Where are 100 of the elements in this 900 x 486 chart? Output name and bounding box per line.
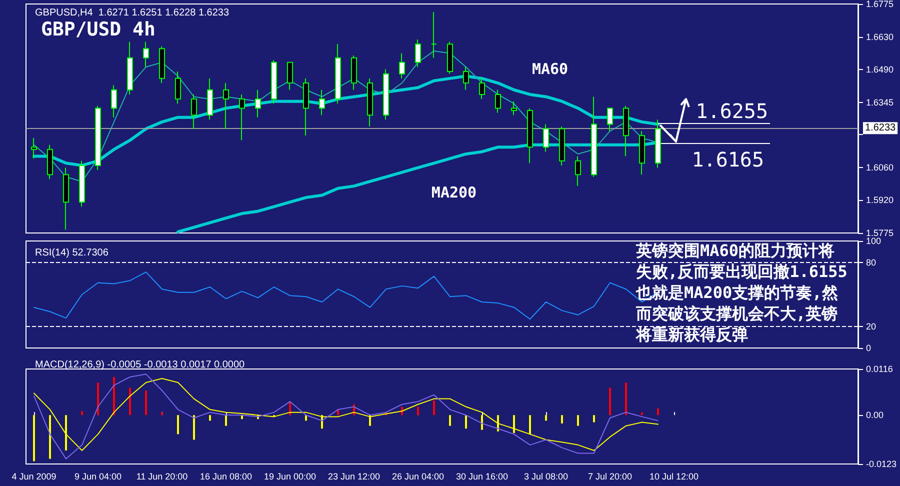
- y-tick-label: 0.00: [866, 410, 884, 420]
- candlestick: [319, 89, 325, 116]
- x-tick-label: 11 Jun 20:00: [136, 472, 188, 482]
- x-tick-label: 30 Jun 16:00: [456, 472, 508, 482]
- candlestick: [623, 105, 629, 157]
- bar: [177, 415, 179, 434]
- candlestick: [239, 94, 245, 141]
- candlestick: [127, 41, 133, 95]
- bar: [593, 415, 595, 422]
- x-tick-label: 19 Jun 00:00: [264, 472, 316, 482]
- y-tick-label: 0.0116: [866, 364, 893, 374]
- y-tick-label: 1.6630: [866, 32, 894, 42]
- candlestick: [95, 105, 101, 171]
- candlestick: [639, 130, 645, 176]
- bar: [449, 415, 451, 426]
- series-label: MA60: [532, 60, 568, 78]
- chart-title: MACD(12,26,9) -0.0005 -0.0013 0.0017 0.0000: [35, 360, 246, 370]
- x-tick-label: 16 Jun 08:00: [200, 472, 252, 482]
- bar: [481, 415, 483, 430]
- bar: [49, 415, 51, 459]
- ref-line-label: 1.6255: [696, 99, 768, 124]
- candlestick: [31, 137, 37, 160]
- bar: [209, 415, 211, 421]
- candlestick: [255, 89, 261, 118]
- y-tick-label: 1.6775: [866, 0, 894, 9]
- candlestick: [367, 78, 373, 128]
- candlestick: [223, 82, 229, 130]
- candlestick: [591, 96, 597, 178]
- bar: [193, 415, 195, 440]
- bar: [657, 408, 659, 416]
- annotation: 英镑突围MA60的阻力预计将失败,反而要出现回撤1.6155也就是MA200支撑的节奏,然而突破该支撑机会不大,英镑将重新获得反弹: [636, 240, 848, 345]
- y-tick-label: 1.5920: [866, 194, 894, 205]
- bar: [97, 382, 99, 416]
- y-tick-label: 1.6490: [866, 64, 894, 74]
- candlestick: [543, 124, 549, 152]
- bar: [465, 415, 467, 429]
- x-tick-label: 26 Jun 04:00: [392, 472, 444, 482]
- candlestick: [271, 60, 277, 104]
- candlestick: [399, 52, 405, 79]
- ref-line-label: 1.6233: [865, 122, 896, 134]
- candlestick: [207, 78, 213, 120]
- candlestick: [383, 68, 389, 120]
- candlestick: [47, 144, 53, 180]
- bar: [145, 390, 147, 416]
- bar: [433, 400, 435, 416]
- candlestick: [303, 78, 309, 136]
- candlestick: [175, 71, 181, 104]
- series-label: MA200: [431, 184, 477, 202]
- candlestick: [447, 41, 453, 74]
- bar: [577, 415, 579, 426]
- x-tick-label: 23 Jun 12:00: [328, 472, 380, 482]
- x-tick-label: 10 Jul 12:00: [649, 472, 699, 482]
- bar: [225, 415, 227, 426]
- x-tick-label: 7 Jul 20:00: [588, 472, 632, 482]
- candlestick: [607, 108, 613, 132]
- bar: [33, 415, 35, 462]
- x-tick-label: 4 Jun 2009: [12, 472, 56, 482]
- bar: [625, 382, 627, 416]
- bar: [513, 415, 515, 433]
- candlestick: [335, 44, 341, 104]
- candlestick: [351, 55, 357, 90]
- candlestick: [527, 108, 533, 164]
- candlestick: [495, 89, 501, 114]
- bar: [545, 415, 547, 421]
- candlestick: [511, 100, 517, 116]
- bar: [417, 406, 419, 416]
- bar: [113, 376, 115, 416]
- y-tick-label: 100: [866, 236, 882, 246]
- candlestick: [159, 46, 165, 84]
- candlestick: [559, 126, 565, 166]
- candlestick: [463, 66, 469, 90]
- text: RSI(14) 52.7306: [35, 248, 109, 258]
- x-tick-label: 9 Jun 04:00: [74, 472, 122, 482]
- x-tick-label: 3 Jul 08:00: [524, 472, 568, 482]
- line-series: [34, 378, 658, 451]
- y-tick-label: 80: [866, 257, 876, 268]
- bar: [561, 415, 563, 424]
- bar: [529, 415, 531, 434]
- candlestick: [79, 160, 85, 208]
- candlestick: [431, 12, 437, 58]
- y-tick-label: -0.0123: [866, 459, 897, 469]
- bar: [609, 388, 611, 416]
- chart-subtitle: GBPUSD,H4 1.6271 1.6251 1.6228 1.6233: [35, 8, 230, 18]
- line-series: [34, 374, 658, 460]
- y-tick-label: 1.6345: [866, 97, 894, 108]
- y-tick-label: 1.5775: [866, 228, 894, 238]
- bar: [641, 412, 643, 416]
- y-tick-label: 0: [866, 343, 872, 353]
- bar: [129, 388, 131, 416]
- candlestick: [479, 78, 485, 100]
- candlestick: [575, 156, 581, 187]
- candlestick: [415, 38, 421, 68]
- candlestick: [111, 84, 117, 118]
- text: GBP/USD 4h: [41, 18, 156, 40]
- y-tick-label: 1.6060: [866, 162, 894, 173]
- bar: [81, 411, 83, 416]
- candlestick: [143, 41, 149, 68]
- candlestick: [191, 94, 197, 130]
- y-tick-label: 20: [866, 322, 876, 332]
- candlestick: [287, 62, 293, 90]
